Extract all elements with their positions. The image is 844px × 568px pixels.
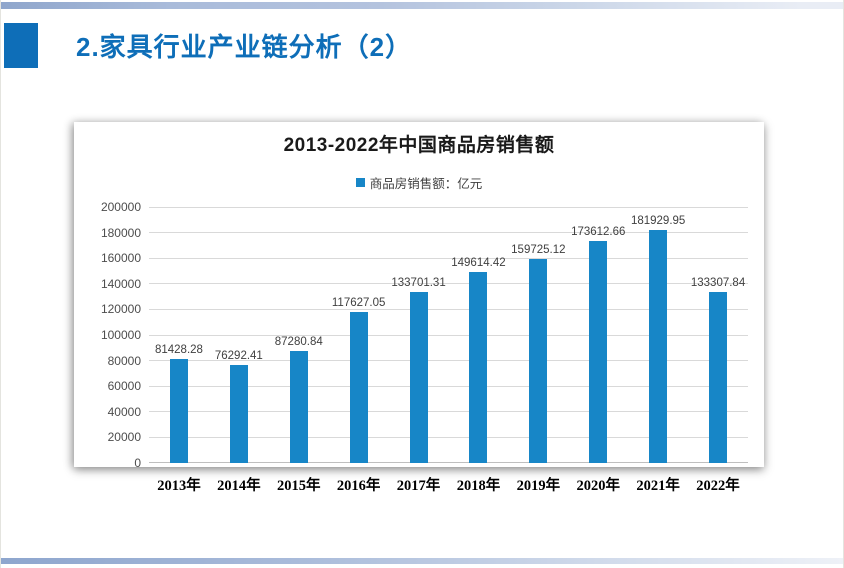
plot-area: 0 20000 40000 60000 80000 100000 120000 140000 1…	[101, 200, 748, 470]
bar-value-label: 133307.84	[690, 277, 746, 290]
bar-2016年	[349, 312, 368, 463]
y-gridline	[149, 257, 748, 259]
y-gridline	[149, 283, 748, 285]
y-tick-label: 160000	[100, 251, 141, 266]
bar-2017年	[409, 291, 428, 463]
x-tick-label: 2015年	[277, 478, 321, 494]
bar-value-label: 76292.41	[214, 350, 263, 363]
y-tick-label: 60000	[107, 379, 141, 394]
y-tick-label: 200000	[100, 200, 141, 214]
bar-value-label: 159725.12	[511, 243, 566, 256]
x-tick-label: 2016年	[336, 478, 381, 494]
bar-value-label: 173612.66	[571, 225, 626, 238]
x-axis-labels: 2013年 2014年 2015年 2016年 2017年 2018年 2019年 2020年…	[149, 474, 748, 496]
y-tick-label: 40000	[107, 404, 141, 419]
y-tick-label: 80000	[107, 353, 141, 368]
x-tick-label: 2013年	[157, 478, 201, 494]
y-gridline	[149, 334, 748, 336]
bar-2021年	[649, 230, 668, 463]
y-gridline	[149, 206, 748, 208]
x-tick-label: 2020年	[576, 478, 621, 494]
x-tick-label: 2014年	[217, 478, 261, 494]
y-tick-label: 140000	[100, 276, 141, 291]
y-gridline	[149, 436, 748, 438]
bar-value-label: 117627.05	[331, 297, 386, 310]
y-tick-label: 180000	[100, 225, 141, 240]
bar-2022年	[709, 292, 728, 463]
bar-2013年	[169, 358, 188, 463]
chart-card: 2013-2022年中国商品房销售额 商品房销售额：亿元 0 20000 40000…	[74, 122, 764, 470]
x-tick-label: 2022年	[696, 478, 740, 494]
top-divider-bar	[1, 2, 843, 9]
y-tick-label: 0	[134, 456, 141, 470]
page-title: 2.家具行业产业链分析（2）	[76, 32, 413, 62]
bar-2014年	[229, 365, 248, 463]
y-gridline	[149, 232, 748, 234]
bar-2015年	[289, 351, 308, 463]
y-tick-label: 20000	[107, 430, 141, 445]
chart-title: 2013-2022年中国商品房销售额	[283, 135, 555, 156]
y-gridline	[149, 360, 748, 362]
bar-value-label: 149614.42	[451, 256, 506, 269]
bar-2020年	[589, 240, 608, 463]
y-gridline	[149, 462, 748, 463]
bar-2018年	[469, 271, 488, 463]
bar-value-label: 87280.84	[274, 336, 323, 349]
y-gridline	[149, 385, 748, 387]
x-tick-label: 2021年	[636, 478, 680, 494]
y-gridline	[149, 308, 748, 310]
bottom-divider-bar	[1, 558, 843, 564]
y-tick-label: 120000	[100, 302, 141, 317]
y-gridline	[149, 411, 748, 413]
legend-label: 商品房销售额：亿元	[369, 176, 483, 191]
legend-swatch	[355, 177, 365, 187]
bar-value-label: 133701.31	[391, 276, 446, 289]
y-tick-label: 100000	[100, 328, 141, 342]
bar-value-label: 81428.28	[154, 343, 203, 356]
bar-2019年	[529, 258, 548, 463]
chart-legend: 商品房销售额：亿元	[74, 174, 764, 191]
bar-value-label: 181929.95	[630, 215, 686, 228]
x-tick-label: 2017年	[396, 478, 441, 494]
title-accent-square	[4, 23, 38, 68]
x-tick-label: 2019年	[516, 478, 561, 494]
x-tick-label: 2018年	[456, 478, 501, 494]
